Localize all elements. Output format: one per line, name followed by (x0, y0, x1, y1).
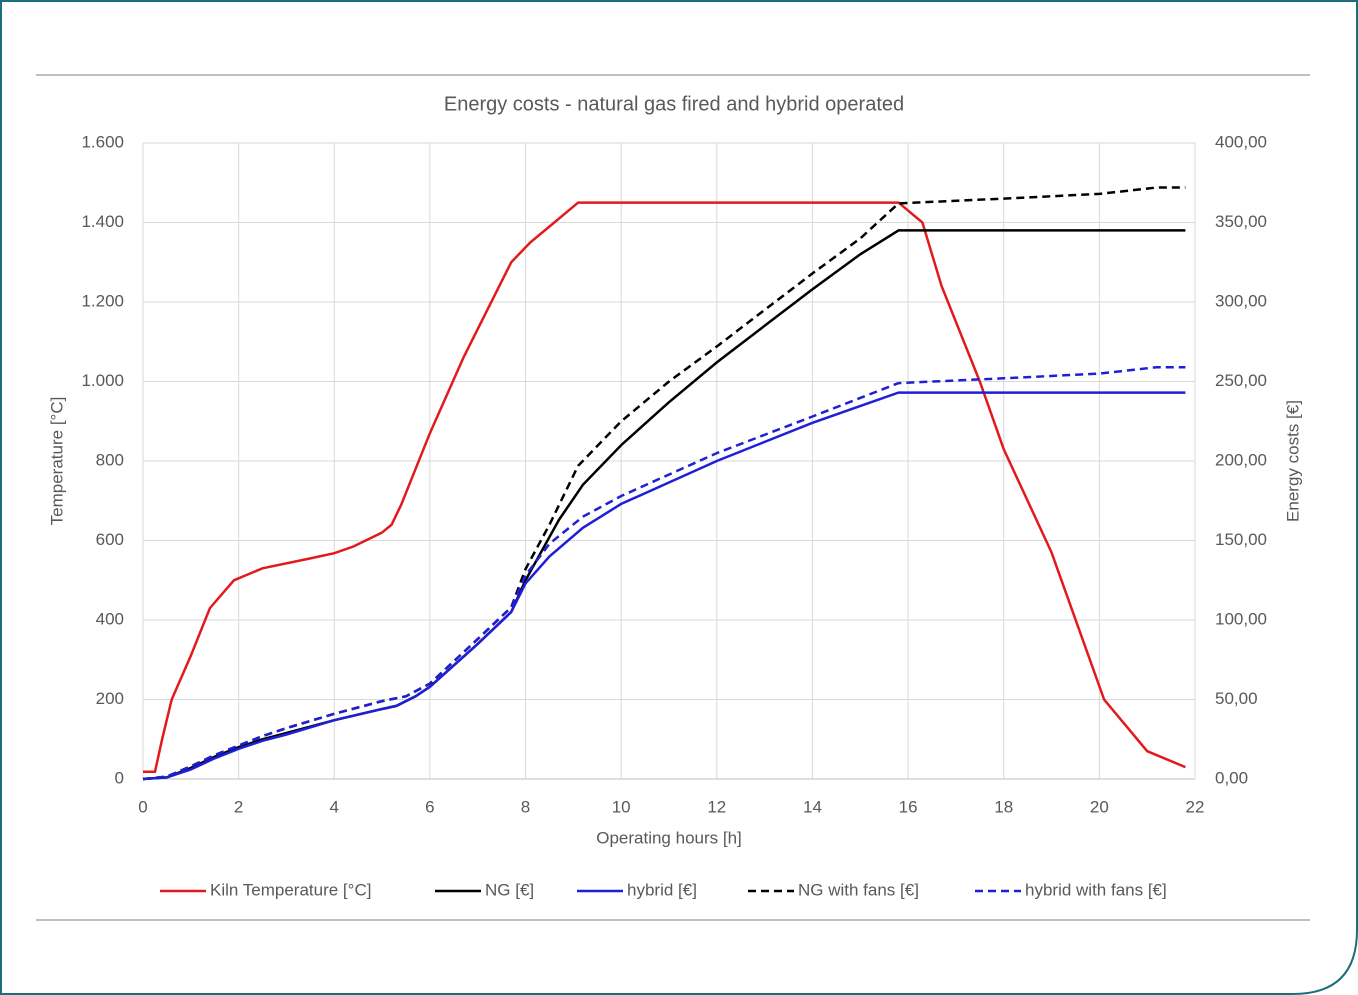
x-tick-label: 18 (994, 797, 1013, 816)
y-tick-label: 800 (96, 450, 124, 469)
y-tick-label: 200 (96, 689, 124, 708)
x-tick-label: 4 (330, 797, 339, 816)
y2-tick-label: 400,00 (1215, 132, 1267, 151)
x-tick-label: 2 (234, 797, 243, 816)
y2-tick-label: 100,00 (1215, 609, 1267, 628)
y2-tick-label: 200,00 (1215, 450, 1267, 469)
legend-label: NG with fans [€] (798, 880, 919, 899)
series-line (142, 391, 1186, 781)
legend-label: Kiln Temperature [°C] (210, 880, 371, 899)
x-tick-label: 10 (612, 797, 631, 816)
x-tick-label: 6 (425, 797, 434, 816)
y2-tick-label: 50,00 (1215, 689, 1258, 708)
y-tick-label: 1.600 (81, 132, 124, 151)
x-tick-label: 0 (138, 797, 147, 816)
x-axis-label: Operating hours [h] (596, 828, 742, 847)
x-tick-label: 8 (521, 797, 530, 816)
y2-tick-label: 150,00 (1215, 530, 1267, 549)
y-tick-label: 600 (96, 530, 124, 549)
chart-title: Energy costs - natural gas fired and hyb… (444, 93, 904, 115)
y2-tick-label: 350,00 (1215, 212, 1267, 231)
series-line (142, 365, 1186, 781)
y-tick-label: 0 (115, 768, 124, 787)
y-tick-label: 1.400 (81, 212, 124, 231)
y-axis-label: Temperature [°C] (47, 397, 66, 526)
legend-label: hybrid [€] (627, 880, 697, 899)
y2-tick-label: 300,00 (1215, 291, 1267, 310)
y-tick-label: 400 (96, 609, 124, 628)
legend-label: hybrid with fans [€] (1025, 880, 1167, 899)
y2-axis-label: Energy costs [€] (1283, 400, 1302, 522)
x-tick-label: 20 (1090, 797, 1109, 816)
y2-tick-label: 0,00 (1215, 768, 1248, 787)
legend-label: NG [€] (485, 880, 534, 899)
x-tick-label: 12 (707, 797, 726, 816)
y-tick-label: 1.000 (81, 371, 124, 390)
x-tick-label: 14 (803, 797, 822, 816)
x-tick-label: 16 (899, 797, 918, 816)
x-tick-label: 22 (1186, 797, 1205, 816)
y2-tick-label: 250,00 (1215, 371, 1267, 390)
y-tick-label: 1.200 (81, 291, 124, 310)
